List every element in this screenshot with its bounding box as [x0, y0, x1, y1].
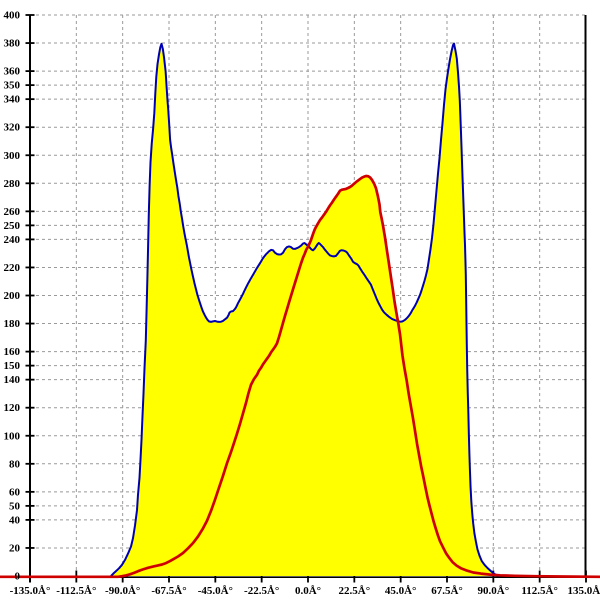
- svg-text:-67.5Å°: -67.5Å°: [151, 585, 186, 597]
- svg-text:-112.5Å°: -112.5Å°: [56, 585, 96, 597]
- svg-text:360: 360: [4, 66, 21, 78]
- svg-text:112.5Å°: 112.5Å°: [521, 585, 558, 597]
- svg-text:320: 320: [4, 122, 21, 134]
- svg-text:220: 220: [4, 262, 21, 274]
- svg-text:80: 80: [9, 458, 21, 470]
- svg-text:180: 180: [4, 318, 21, 330]
- svg-text:100: 100: [4, 430, 21, 442]
- svg-text:67.5Å°: 67.5Å°: [431, 585, 463, 597]
- svg-text:300: 300: [4, 150, 21, 162]
- svg-text:60: 60: [9, 486, 21, 498]
- svg-text:280: 280: [4, 178, 21, 190]
- svg-text:0.0Å°: 0.0Å°: [295, 585, 321, 597]
- svg-text:-45.0Å°: -45.0Å°: [198, 585, 233, 597]
- svg-text:135.0Å°: 135.0Å°: [567, 585, 600, 597]
- svg-text:-135.0Å°: -135.0Å°: [10, 585, 51, 597]
- svg-text:160: 160: [4, 346, 21, 358]
- svg-text:120: 120: [4, 402, 21, 414]
- svg-text:200: 200: [4, 290, 21, 302]
- svg-text:350: 350: [4, 80, 21, 92]
- svg-text:0: 0: [15, 571, 21, 583]
- svg-text:-22.5Å°: -22.5Å°: [244, 585, 279, 597]
- svg-text:340: 340: [4, 94, 21, 106]
- svg-text:250: 250: [4, 220, 21, 232]
- svg-text:400: 400: [4, 10, 21, 22]
- svg-text:380: 380: [4, 38, 21, 50]
- svg-text:22.5Å°: 22.5Å°: [339, 585, 371, 597]
- svg-text:260: 260: [4, 206, 21, 218]
- svg-text:50: 50: [9, 500, 21, 512]
- svg-text:-90.0Å°: -90.0Å°: [105, 585, 140, 597]
- svg-text:240: 240: [4, 234, 21, 246]
- svg-text:150: 150: [4, 360, 21, 372]
- svg-text:40: 40: [9, 514, 21, 526]
- svg-text:140: 140: [4, 374, 21, 386]
- svg-text:20: 20: [9, 542, 21, 554]
- svg-text:90.0Å°: 90.0Å°: [478, 585, 510, 597]
- svg-text:45.0Å°: 45.0Å°: [385, 585, 417, 597]
